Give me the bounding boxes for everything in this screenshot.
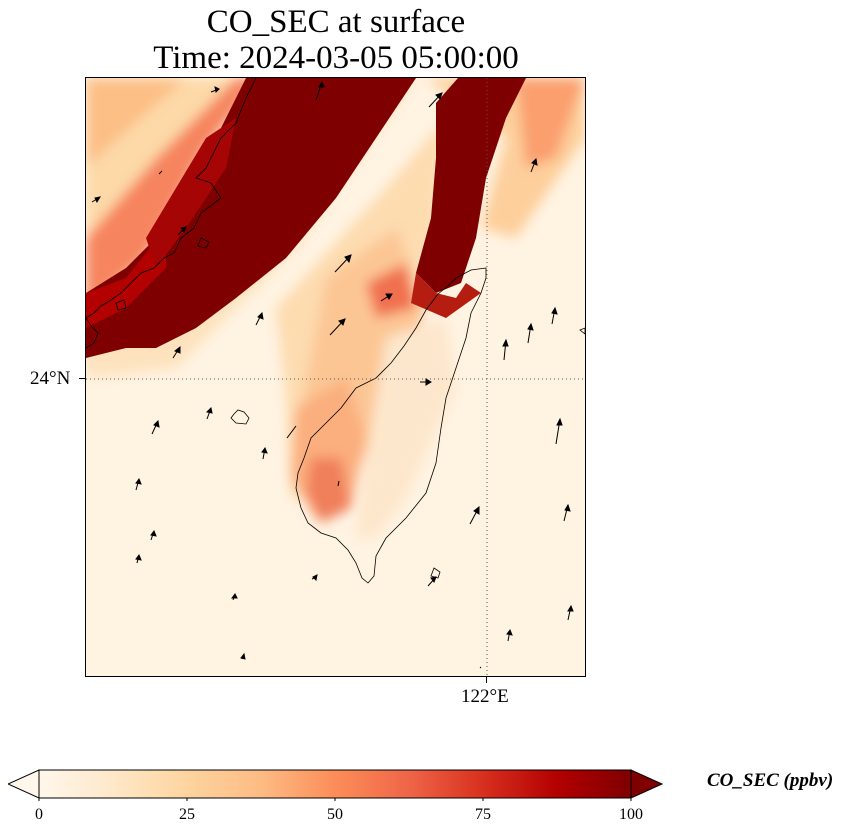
colorbar-label: CO_SEC (ppbv) — [707, 770, 834, 791]
wind-arrow — [286, 425, 297, 439]
colorbar-tick-label: 50 — [327, 806, 343, 823]
wind-arrow — [428, 92, 443, 108]
wind-arrow — [151, 419, 160, 435]
wind-arrow — [567, 604, 574, 621]
wind-arrow — [135, 477, 142, 491]
concentration-map — [86, 78, 585, 676]
lat-tick-mark — [79, 378, 85, 379]
wind-arrow — [329, 318, 346, 336]
colorbar-tick-label: 0 — [35, 806, 43, 823]
wind-arrow — [555, 417, 563, 445]
wind-arrow — [255, 311, 264, 326]
wind-arrow — [135, 553, 142, 564]
wind-arrow — [380, 293, 393, 302]
wind-arrow — [210, 86, 220, 94]
map-subtitle: Time: 2024-03-05 05:00:00 — [153, 40, 519, 76]
wind-arrow — [91, 196, 102, 204]
wind-vectors — [91, 80, 574, 669]
wind-arrow — [502, 338, 509, 361]
wind-arrow — [334, 254, 352, 273]
wind-arrow — [563, 503, 571, 522]
wind-arrow — [420, 378, 432, 386]
lon-tick-mark — [486, 677, 487, 683]
wind-arrow — [315, 80, 325, 101]
wind-arrow — [261, 446, 268, 460]
wind-arrow — [551, 306, 558, 325]
wind-arrow — [469, 505, 480, 525]
colorbar-tick-label: 25 — [179, 806, 195, 823]
wind-arrow — [527, 322, 534, 344]
colorbar-extend-min — [8, 769, 40, 799]
wind-arrow — [240, 652, 246, 660]
map-title: CO_SEC at surface — [206, 4, 466, 40]
wind-arrow — [479, 666, 482, 669]
coastlines — [86, 78, 585, 584]
wind-arrow — [158, 170, 163, 175]
lon-tick-label: 122°E — [461, 686, 509, 707]
wind-arrow — [337, 480, 340, 487]
wind-arrow — [150, 529, 157, 541]
colorbar — [8, 769, 664, 801]
wind-arrow — [427, 576, 437, 587]
colorbar-tick-label: 75 — [475, 806, 491, 823]
wind-arrow — [172, 345, 181, 359]
colorbar-extend-max — [630, 769, 664, 799]
wind-arrow — [530, 157, 538, 173]
wind-arrow — [506, 628, 513, 642]
colorbar-gradient — [39, 770, 631, 798]
lat-tick-label: 24°N — [30, 368, 71, 389]
wind-arrow — [205, 406, 213, 420]
wind-arrow — [231, 593, 238, 601]
map-panel[interactable] — [85, 77, 586, 677]
colorbar-tick-label: 100 — [619, 806, 643, 823]
colorbar-ticks — [38, 798, 632, 801]
wind-arrow — [311, 574, 318, 582]
wind-arrow — [177, 226, 187, 236]
